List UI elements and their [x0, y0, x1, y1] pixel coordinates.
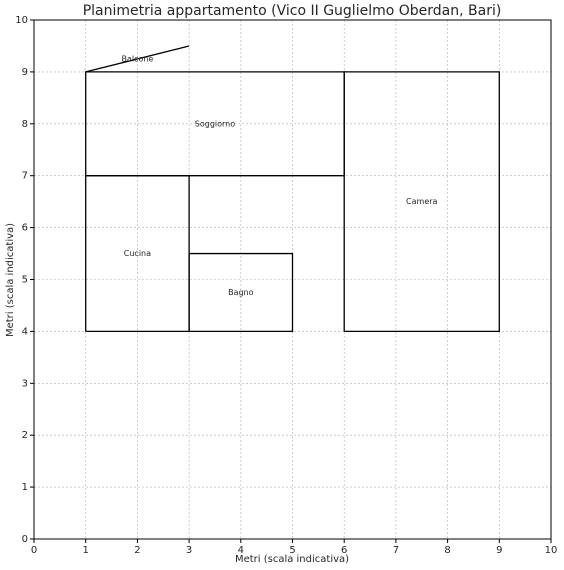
y-tick-label: 0: [22, 534, 28, 545]
room-outline: [188, 252, 294, 333]
x-tick-label: 9: [496, 545, 502, 556]
x-axis-label: Metri (scala indicativa): [235, 554, 349, 565]
x-tick-label: 2: [134, 545, 140, 556]
y-tick-label: 8: [22, 119, 28, 130]
y-tick-label: 5: [22, 275, 28, 286]
room-outline: [85, 175, 190, 333]
room-label: Cucina: [124, 249, 151, 258]
x-tick-label: 0: [31, 545, 37, 556]
x-tick-label: 5: [289, 545, 295, 556]
room-outline: [343, 71, 500, 333]
room-label: Soggiorno: [195, 119, 235, 128]
y-tick-label: 4: [22, 326, 28, 337]
x-tick-label: 1: [83, 545, 89, 556]
plot-frame: [33, 19, 552, 540]
y-axis-label: Metri (scala indicativa): [5, 223, 16, 337]
room-label: Balcone: [121, 54, 153, 63]
x-tick-label: 6: [341, 545, 347, 556]
y-tick-label: 7: [22, 171, 28, 182]
x-tick-label: 4: [238, 545, 244, 556]
chart-title: Planimetria appartamento (Vico II Guglie…: [83, 3, 502, 19]
x-tick-label: 10: [545, 545, 558, 556]
room-label: Camera: [406, 197, 437, 206]
y-tick-label: 10: [15, 15, 28, 26]
x-tick-label: 3: [186, 545, 192, 556]
y-tick-label: 3: [22, 378, 28, 389]
y-tick-label: 6: [22, 223, 28, 234]
x-tick-label: 8: [444, 545, 450, 556]
room-outline: [85, 45, 190, 73]
y-tick-label: 2: [22, 430, 28, 441]
room-label: Bagno: [228, 288, 254, 297]
y-tick-label: 9: [22, 67, 28, 78]
x-tick-label: 7: [393, 545, 399, 556]
y-tick-label: 1: [22, 482, 28, 493]
